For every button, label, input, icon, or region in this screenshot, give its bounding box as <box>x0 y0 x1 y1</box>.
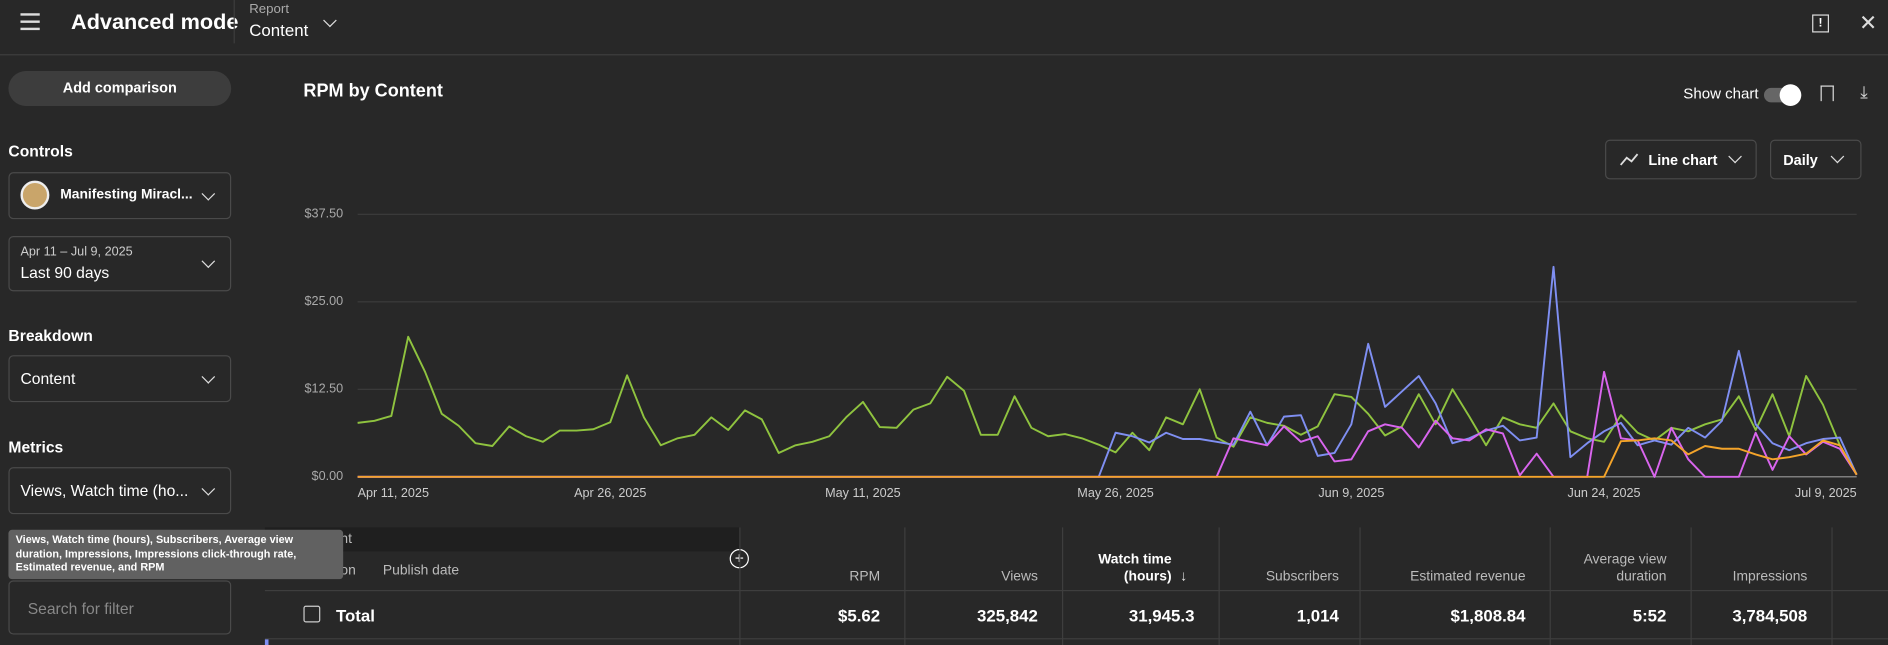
x-tick-label: Jun 24, 2025 <box>1568 486 1641 500</box>
column-header[interactable]: Watch time (hours) <box>1098 552 1172 584</box>
y-tick-label: $0.00 <box>312 469 344 483</box>
channel-name: Manifesting Miracl... <box>60 187 193 203</box>
metrics-select[interactable]: Views, Watch time (ho... <box>8 467 232 515</box>
row-border <box>264 589 1888 592</box>
column-divider <box>739 527 741 645</box>
chevron <box>1728 149 1742 164</box>
column-divider <box>1690 527 1692 645</box>
date-range: Apr 11 – Jul 9, 2025 <box>20 244 133 259</box>
report-label: Report <box>249 2 290 17</box>
column-header: Publish date <box>382 563 460 578</box>
total-value: 31,945.3 <box>1128 605 1195 625</box>
x-tick-label: Apr 26, 2025 <box>574 486 646 500</box>
checkbox[interactable] <box>303 605 321 623</box>
column-header: Impressions <box>1732 569 1808 584</box>
total-value: $5.62 <box>837 605 881 625</box>
column-divider <box>1831 527 1833 645</box>
column-divider <box>1061 527 1064 645</box>
line-icon <box>1619 153 1639 166</box>
row-border <box>264 638 1888 640</box>
y-tick-label: $25.00 <box>305 294 344 308</box>
column-header: RPM <box>849 569 881 584</box>
feedback-icon[interactable]: ! <box>1812 14 1829 33</box>
page-title: Advanced mode <box>71 9 239 34</box>
toggle[interactable] <box>1763 84 1802 106</box>
total-value: 3,784,508 <box>1732 605 1808 625</box>
search-box[interactable]: Search for filter <box>8 580 232 635</box>
add-comparison-button[interactable]: Add comparison <box>8 71 232 106</box>
header-border <box>0 54 1888 56</box>
divider <box>233 0 235 44</box>
report-value[interactable]: Content <box>249 20 309 40</box>
chevron <box>201 254 216 269</box>
total-value: 5:52 <box>1632 605 1667 625</box>
chevron <box>201 187 216 201</box>
section-label: Breakdown <box>8 326 93 345</box>
section-label: Controls <box>8 142 73 161</box>
column-divider <box>1549 527 1551 645</box>
chart-type-select[interactable]: Line chart <box>1605 139 1757 180</box>
show-chart-label: Show chart <box>1683 85 1759 103</box>
x-tick-label: Jul 9, 2025 <box>1795 486 1857 500</box>
x-tick-label: May 26, 2025 <box>1077 486 1154 500</box>
column-header: Subscribers <box>1265 569 1339 584</box>
chart-type: Line chart <box>1648 151 1718 169</box>
total-value: 325,842 <box>976 605 1038 625</box>
x-tick-label: Apr 11, 2025 <box>358 486 429 500</box>
channel-select[interactable]: Manifesting Miracl... <box>8 172 232 220</box>
series-line <box>357 265 1858 478</box>
x-tick-label: May 11, 2025 <box>825 486 901 500</box>
avatar <box>20 180 50 210</box>
chart-title: RPM by Content <box>303 80 443 102</box>
interval: Daily <box>1783 151 1818 169</box>
x-tick-label: Jun 9, 2025 <box>1318 486 1384 500</box>
total-value: $1,808.84 <box>1450 605 1526 625</box>
column-header: Average view duration <box>1583 552 1667 584</box>
close-icon[interactable]: ✕ <box>1859 10 1878 35</box>
tooltip: Views, Watch time (hours), Subscribers, … <box>8 529 344 580</box>
table-header-strip <box>264 527 741 552</box>
sort-arrow: ↓ <box>1179 567 1188 584</box>
y-tick-label: $12.50 <box>305 382 344 396</box>
series-line <box>357 335 1858 476</box>
column-header: Estimated revenue <box>1410 569 1526 584</box>
y-tick-label: $37.50 <box>305 207 344 221</box>
total-value: 1,014 <box>1296 605 1339 625</box>
metrics-value: Views, Watch time (ho... <box>20 481 189 500</box>
download-icon[interactable]: ⤓ <box>1860 81 1868 102</box>
section-label: Metrics <box>8 438 64 457</box>
series-line <box>357 437 1858 478</box>
interval-select[interactable]: Daily <box>1769 139 1862 180</box>
breakdown-value: Content <box>20 369 76 388</box>
bookmark-icon[interactable] <box>1820 85 1834 102</box>
chevron <box>1830 149 1845 164</box>
column-divider <box>1359 527 1361 645</box>
chart: $0.00 $12.50 $25.00 $37.50 Apr 11, 2025 Apr 2… <box>305 207 1858 500</box>
series-line <box>357 370 1858 478</box>
chevron[interactable] <box>323 13 337 28</box>
menu-icon[interactable] <box>20 13 40 31</box>
total-label: Total <box>335 605 375 625</box>
row-marker <box>264 639 269 645</box>
chevron <box>201 482 216 496</box>
search-placeholder: Search for filter <box>27 599 134 618</box>
column-divider <box>1218 527 1220 645</box>
chevron <box>201 370 216 384</box>
breakdown-select[interactable]: Content <box>8 355 232 403</box>
period: Last 90 days <box>20 263 110 282</box>
column-divider <box>904 527 906 645</box>
column-header: Views <box>1001 569 1038 584</box>
date-select[interactable]: Apr 11 – Jul 9, 2025 Last 90 days <box>8 235 232 292</box>
